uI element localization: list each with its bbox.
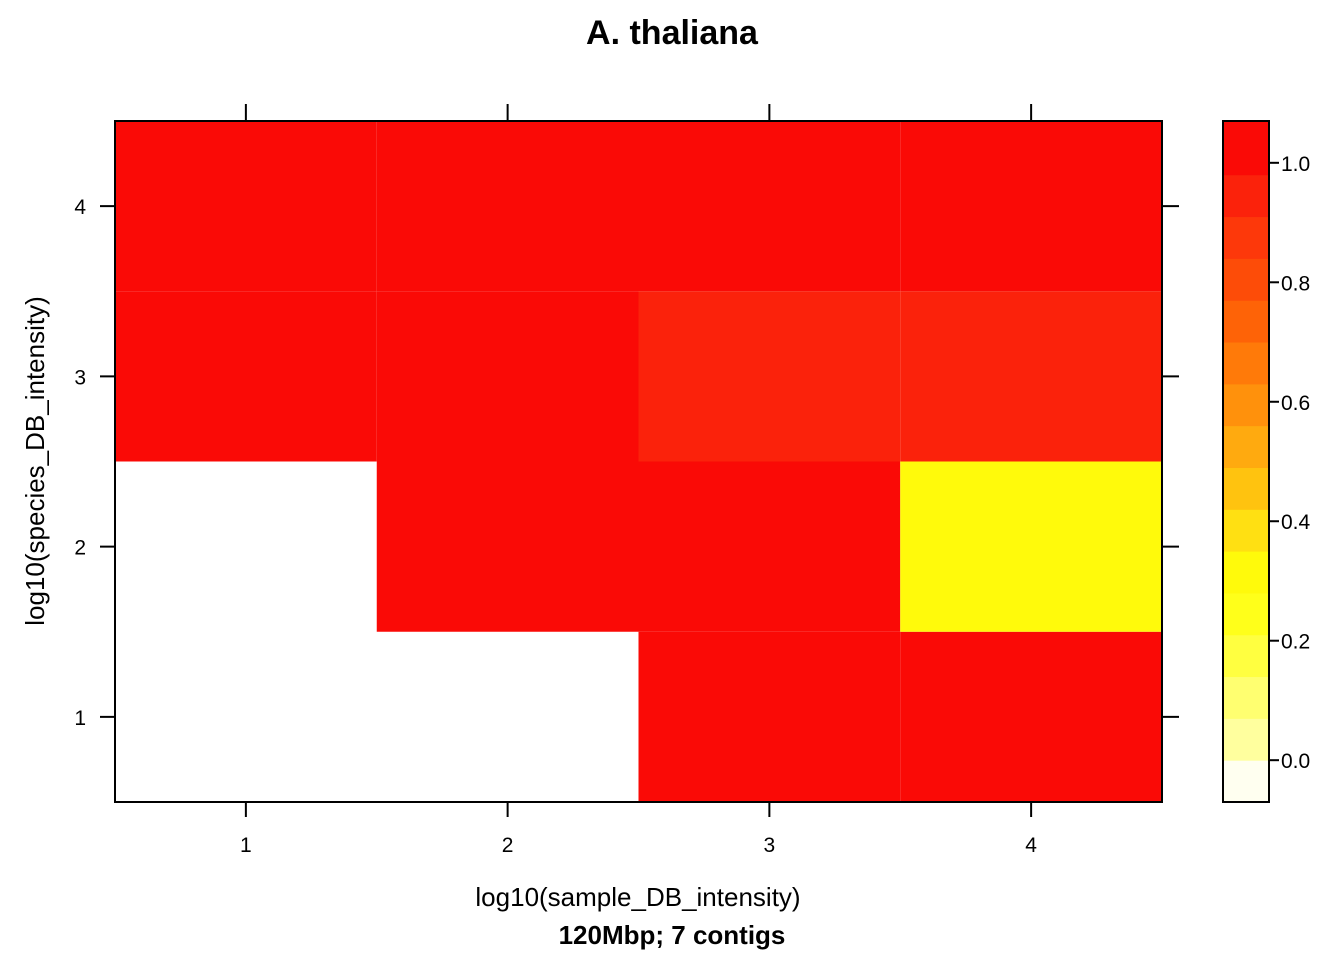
heatmap-cell (639, 291, 901, 461)
heatmap-cell (377, 462, 639, 632)
heatmap-cell (639, 632, 901, 802)
colorbar-tick-label: 0.6 (1281, 392, 1310, 415)
colorbar-segment (1223, 300, 1269, 342)
colorbar-segment (1223, 342, 1269, 384)
heatmap-cell (900, 291, 1162, 461)
colorbar-segment (1223, 384, 1269, 426)
y-tick-label: 1 (74, 707, 86, 730)
heatmap-cell (639, 462, 901, 632)
y-tick-label: 3 (74, 366, 86, 389)
chart-title: A. thaliana (586, 14, 759, 52)
colorbar-tick-label: 0.4 (1281, 511, 1311, 534)
colorbar: 0.0 0.2 0.4 0.6 0.8 1.0 (1223, 121, 1311, 803)
colorbar-segment (1223, 121, 1269, 175)
heatmap-cell (115, 121, 377, 291)
colorbar-segment (1223, 258, 1269, 300)
y-tick-label: 4 (74, 196, 86, 219)
y-axis-label: log10(species_DB_intensity) (20, 296, 50, 626)
heatmap-cell (115, 291, 377, 461)
colorbar-segment (1223, 760, 1269, 802)
x-tick-label: 3 (764, 834, 776, 857)
heatmap-cell (900, 462, 1162, 632)
colorbar-tick-label: 0.0 (1281, 750, 1310, 773)
heatmap-cell (639, 121, 901, 291)
x-axis-label: log10(sample_DB_intensity) (475, 882, 800, 912)
heatmap-cell (377, 291, 639, 461)
colorbar-tick-label: 0.2 (1281, 631, 1310, 654)
colorbar-segment (1223, 551, 1269, 593)
chart-sublabel: 120Mbp; 7 contigs (559, 920, 786, 950)
colorbar-tick-label: 1.0 (1281, 153, 1310, 176)
colorbar-segment (1223, 593, 1269, 635)
x-tick-label: 2 (502, 834, 514, 857)
colorbar-segment (1223, 718, 1269, 760)
colorbar-segment (1223, 175, 1269, 217)
y-tick-label: 2 (74, 537, 86, 560)
colorbar-tick-label: 0.8 (1281, 272, 1310, 295)
colorbar-segment (1223, 509, 1269, 551)
heatmap-cell (377, 121, 639, 291)
colorbar-segment (1223, 217, 1269, 259)
x-tick-label: 1 (240, 834, 252, 857)
x-tick-label: 4 (1025, 834, 1037, 857)
colorbar-segment (1223, 635, 1269, 677)
heatmap-cell (900, 121, 1162, 291)
colorbar-segment (1223, 677, 1269, 719)
colorbar-segment (1223, 467, 1269, 509)
heatmap-cells (115, 121, 1162, 802)
colorbar-segment (1223, 426, 1269, 468)
heatmap-cell (900, 632, 1162, 802)
